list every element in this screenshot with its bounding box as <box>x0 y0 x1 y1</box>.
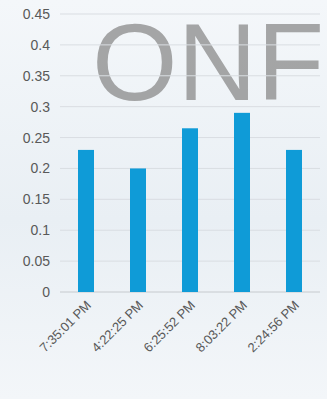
bar <box>286 150 302 292</box>
bar <box>130 168 146 292</box>
x-tick-label: 7:35:01 PM <box>36 298 94 356</box>
y-tick-label: 0.3 <box>31 99 51 115</box>
bar <box>234 113 250 292</box>
x-tick-label: 4:22:25 PM <box>88 298 146 356</box>
annotation: ONF <box>92 0 324 123</box>
y-tick-label: 0.15 <box>23 191 50 207</box>
y-tick-label: 0.25 <box>23 130 50 146</box>
grid-line <box>60 14 320 15</box>
grid-line <box>60 106 320 107</box>
bar <box>182 128 198 292</box>
x-tick-label: 8:03:22 PM <box>192 298 250 356</box>
x-tick-label: 2:24:56 PM <box>244 298 302 356</box>
grid-line <box>60 75 320 76</box>
y-tick-label: 0.45 <box>23 6 50 22</box>
y-tick-label: 0.05 <box>23 253 50 269</box>
y-tick-label: 0.35 <box>23 68 50 84</box>
y-tick-label: 0 <box>42 284 50 300</box>
x-tick-label: 6:25:52 PM <box>140 298 198 356</box>
grid-line <box>60 44 320 45</box>
y-tick-label: 0.4 <box>31 37 51 53</box>
bar <box>78 150 94 292</box>
y-tick-label: 0.1 <box>31 222 51 238</box>
bars <box>78 113 302 292</box>
y-tick-label: 0.2 <box>31 160 51 176</box>
chart: ONF 0 0.05 0.1 0.15 0.2 0.25 0.3 0.35 0.4 0.45 7:35… <box>0 0 327 399</box>
